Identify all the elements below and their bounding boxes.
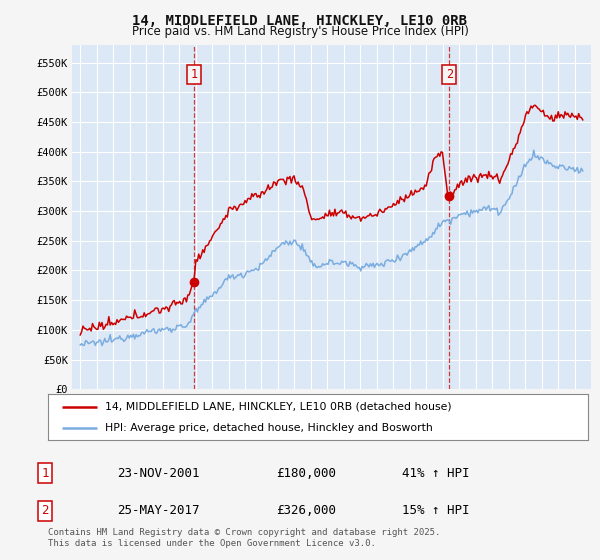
Text: Contains HM Land Registry data © Crown copyright and database right 2025.
This d: Contains HM Land Registry data © Crown c… [48, 528, 440, 548]
Text: 2: 2 [446, 68, 453, 81]
Text: 23-NOV-2001: 23-NOV-2001 [117, 466, 199, 480]
Text: 1: 1 [190, 68, 197, 81]
Text: 1: 1 [41, 466, 49, 480]
Text: 14, MIDDLEFIELD LANE, HINCKLEY, LE10 0RB (detached house): 14, MIDDLEFIELD LANE, HINCKLEY, LE10 0RB… [104, 402, 451, 412]
Text: 14, MIDDLEFIELD LANE, HINCKLEY, LE10 0RB: 14, MIDDLEFIELD LANE, HINCKLEY, LE10 0RB [133, 14, 467, 28]
Text: Price paid vs. HM Land Registry's House Price Index (HPI): Price paid vs. HM Land Registry's House … [131, 25, 469, 38]
Text: 41% ↑ HPI: 41% ↑ HPI [402, 466, 470, 480]
Text: £180,000: £180,000 [276, 466, 336, 480]
Text: HPI: Average price, detached house, Hinckley and Bosworth: HPI: Average price, detached house, Hinc… [104, 423, 433, 433]
Text: £326,000: £326,000 [276, 504, 336, 517]
Text: 2: 2 [41, 504, 49, 517]
Text: 15% ↑ HPI: 15% ↑ HPI [402, 504, 470, 517]
Text: 25-MAY-2017: 25-MAY-2017 [117, 504, 199, 517]
